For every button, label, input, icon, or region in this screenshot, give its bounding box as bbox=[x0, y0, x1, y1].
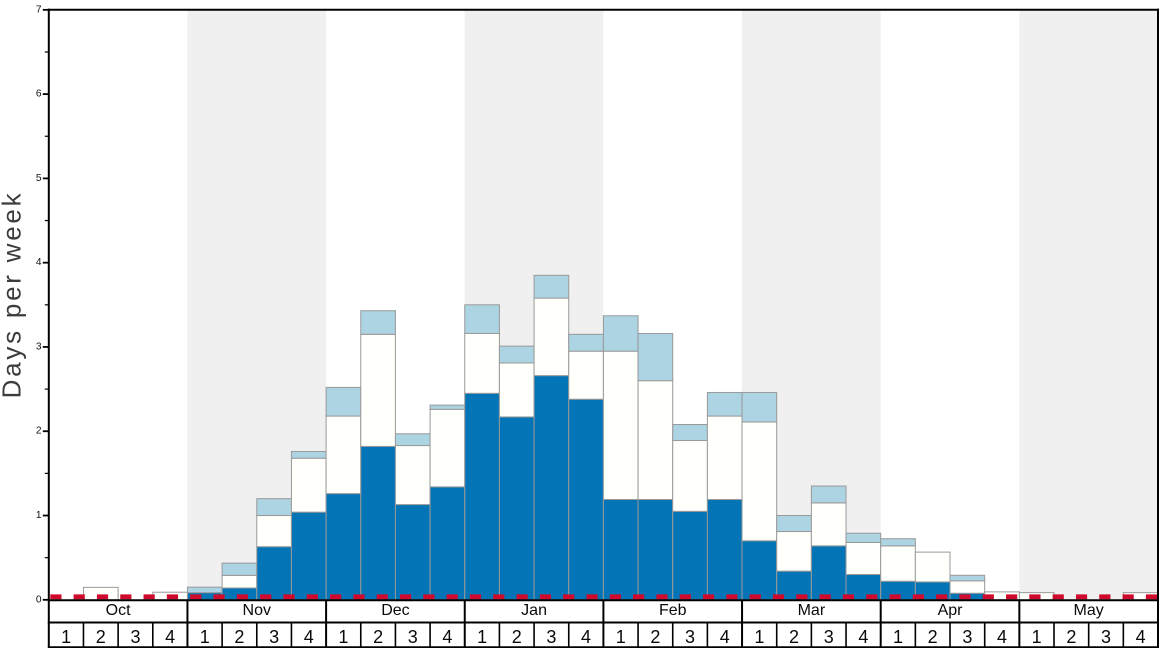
svg-text:1: 1 bbox=[1032, 627, 1042, 647]
svg-text:3: 3 bbox=[962, 627, 972, 647]
svg-text:4: 4 bbox=[36, 257, 42, 268]
svg-text:1: 1 bbox=[36, 510, 42, 521]
svg-text:2: 2 bbox=[928, 627, 938, 647]
svg-text:1: 1 bbox=[616, 627, 626, 647]
svg-text:2: 2 bbox=[373, 627, 383, 647]
svg-text:3: 3 bbox=[36, 341, 42, 352]
svg-text:2: 2 bbox=[96, 627, 106, 647]
svg-text:1: 1 bbox=[338, 627, 348, 647]
svg-text:5: 5 bbox=[36, 173, 42, 184]
svg-text:Dec: Dec bbox=[381, 602, 409, 619]
svg-text:1: 1 bbox=[477, 627, 487, 647]
svg-text:3: 3 bbox=[269, 627, 279, 647]
svg-text:4: 4 bbox=[997, 627, 1007, 647]
svg-text:4: 4 bbox=[1136, 627, 1146, 647]
svg-text:2: 2 bbox=[1066, 627, 1076, 647]
svg-text:2: 2 bbox=[512, 627, 522, 647]
svg-text:1: 1 bbox=[754, 627, 764, 647]
svg-text:4: 4 bbox=[858, 627, 868, 647]
svg-text:1: 1 bbox=[893, 627, 903, 647]
svg-text:Apr: Apr bbox=[938, 602, 964, 619]
svg-text:7: 7 bbox=[36, 4, 42, 15]
svg-text:1: 1 bbox=[200, 627, 210, 647]
svg-text:3: 3 bbox=[130, 627, 140, 647]
svg-text:Oct: Oct bbox=[106, 602, 131, 619]
svg-text:3: 3 bbox=[546, 627, 556, 647]
svg-text:May: May bbox=[1074, 602, 1104, 619]
svg-text:1: 1 bbox=[61, 627, 71, 647]
svg-text:2: 2 bbox=[789, 627, 799, 647]
svg-text:Mar: Mar bbox=[798, 602, 826, 619]
svg-text:Days per week: Days per week bbox=[0, 191, 27, 399]
svg-text:2: 2 bbox=[234, 627, 244, 647]
svg-text:4: 4 bbox=[581, 627, 591, 647]
svg-text:4: 4 bbox=[720, 627, 730, 647]
svg-text:4: 4 bbox=[442, 627, 452, 647]
svg-text:2: 2 bbox=[36, 426, 42, 437]
svg-text:4: 4 bbox=[304, 627, 314, 647]
svg-text:3: 3 bbox=[685, 627, 695, 647]
svg-text:3: 3 bbox=[824, 627, 834, 647]
svg-text:2: 2 bbox=[650, 627, 660, 647]
svg-text:Nov: Nov bbox=[243, 602, 271, 619]
svg-text:0: 0 bbox=[36, 594, 42, 605]
svg-text:4: 4 bbox=[165, 627, 175, 647]
svg-text:3: 3 bbox=[1101, 627, 1111, 647]
svg-text:6: 6 bbox=[36, 89, 42, 100]
svg-text:Jan: Jan bbox=[521, 602, 547, 619]
svg-text:Feb: Feb bbox=[659, 602, 687, 619]
svg-text:3: 3 bbox=[408, 627, 418, 647]
